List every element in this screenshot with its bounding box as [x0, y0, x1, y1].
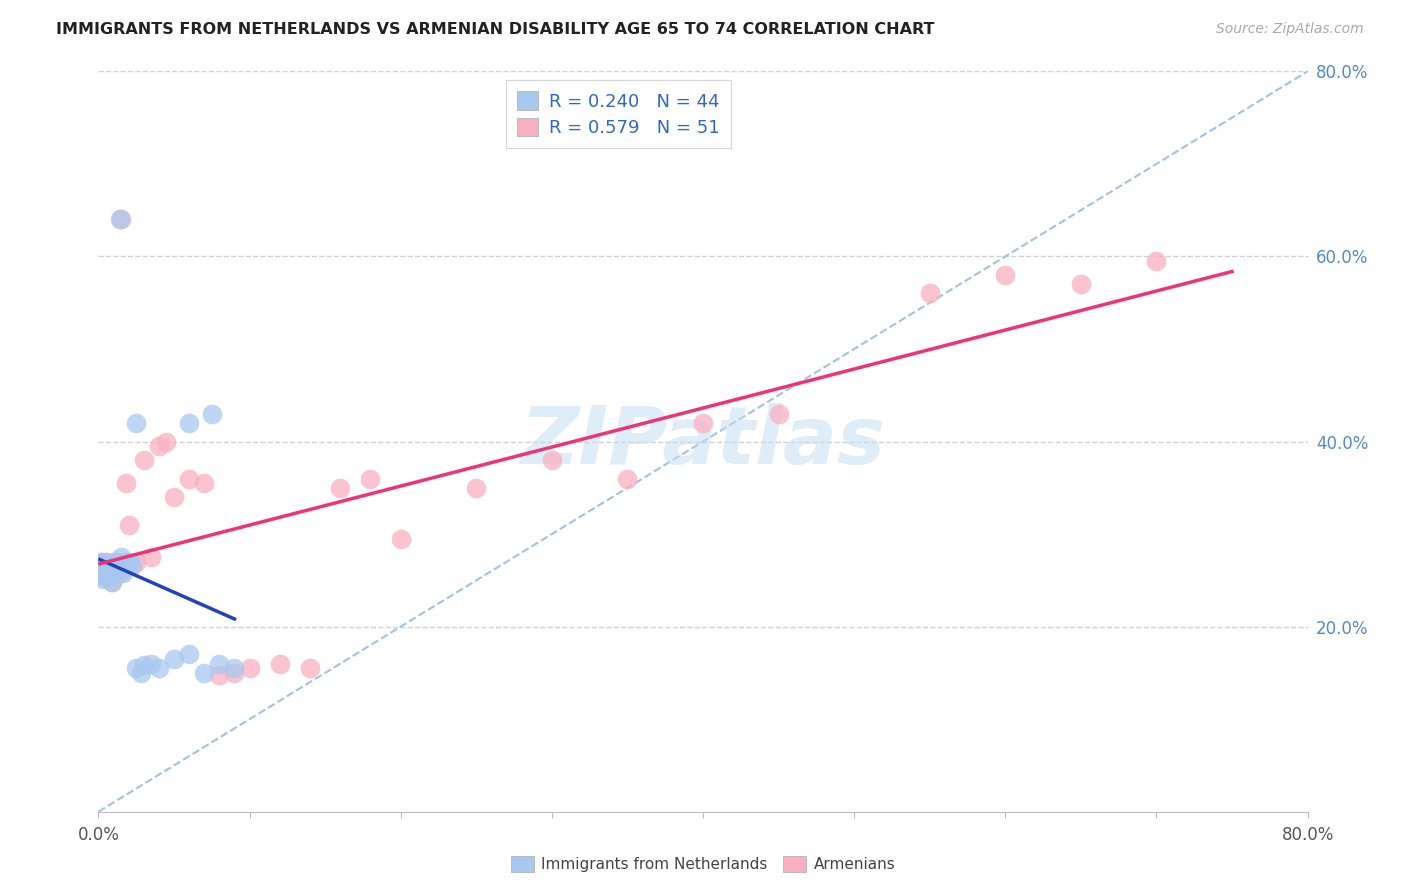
Point [208, 657, 231, 671]
Point [163, 652, 186, 666]
Point [103, 555, 125, 569]
Point [179, 416, 201, 430]
Point [89, 559, 111, 574]
Point [201, 407, 224, 421]
Point [105, 562, 128, 576]
Point [1144, 254, 1167, 268]
Point [94, 568, 117, 582]
Point [125, 555, 148, 569]
Point [692, 416, 714, 430]
Point [90, 562, 112, 576]
Point [103, 559, 125, 574]
Point [141, 550, 163, 565]
Point [239, 661, 262, 675]
Point [179, 472, 201, 486]
Point [100, 564, 122, 578]
Point [111, 566, 134, 580]
Point [100, 559, 122, 574]
Point [91, 559, 114, 574]
Point [121, 557, 143, 571]
Point [125, 661, 148, 675]
Point [148, 439, 170, 453]
Point [155, 434, 177, 449]
Point [193, 476, 215, 491]
Point [98, 568, 121, 582]
Point [96, 566, 118, 580]
Point [132, 658, 155, 673]
Text: ZIPatlas: ZIPatlas [520, 402, 886, 481]
Point [110, 550, 132, 565]
Point [107, 559, 129, 574]
Point [101, 575, 124, 590]
Point [132, 453, 155, 467]
Point [114, 476, 136, 491]
Point [540, 453, 562, 467]
Point [148, 661, 170, 675]
Point [107, 566, 129, 580]
Point [208, 667, 231, 681]
Point [269, 657, 291, 671]
Point [96, 566, 118, 580]
Point [994, 268, 1017, 282]
Point [94, 555, 117, 569]
Point [108, 559, 131, 574]
Point [360, 472, 382, 486]
Point [111, 555, 134, 569]
Point [90, 555, 112, 569]
Point [90, 555, 112, 569]
Point [98, 557, 121, 571]
Legend: Immigrants from Netherlands, Armenians: Immigrants from Netherlands, Armenians [505, 850, 901, 878]
Point [91, 572, 114, 586]
Point [89, 564, 111, 578]
Point [110, 557, 132, 571]
Point [90, 566, 112, 580]
Point [114, 559, 136, 574]
Point [89, 557, 111, 571]
Text: Source: ZipAtlas.com: Source: ZipAtlas.com [1216, 22, 1364, 37]
Point [118, 517, 141, 532]
Point [110, 212, 132, 227]
Point [141, 657, 163, 671]
Point [163, 490, 186, 504]
Point [104, 566, 127, 580]
Point [101, 575, 124, 590]
Point [118, 555, 141, 569]
Point [179, 648, 201, 662]
Point [918, 286, 941, 301]
Point [224, 661, 246, 675]
Point [299, 661, 322, 675]
Point [90, 568, 112, 582]
Point [1070, 277, 1092, 292]
Point [100, 568, 122, 582]
Point [91, 562, 114, 576]
Point [104, 555, 127, 569]
Point [93, 559, 115, 574]
Point [616, 472, 638, 486]
Point [108, 212, 131, 227]
Point [121, 559, 143, 574]
Point [465, 481, 488, 495]
Point [105, 562, 128, 576]
Point [93, 566, 115, 580]
Point [91, 557, 114, 571]
Point [103, 566, 125, 580]
Point [96, 564, 118, 578]
Point [93, 566, 115, 580]
Point [389, 532, 412, 546]
Text: IMMIGRANTS FROM NETHERLANDS VS ARMENIAN DISABILITY AGE 65 TO 74 CORRELATION CHAR: IMMIGRANTS FROM NETHERLANDS VS ARMENIAN … [56, 22, 935, 37]
Point [94, 564, 117, 578]
Point [768, 407, 790, 421]
Point [94, 555, 117, 569]
Point [329, 481, 352, 495]
Point [193, 665, 215, 680]
Point [224, 665, 246, 680]
Point [100, 557, 122, 571]
Point [129, 665, 152, 680]
Point [96, 562, 118, 576]
Point [91, 568, 114, 582]
Point [108, 566, 131, 580]
Point [98, 562, 121, 576]
Point [89, 564, 111, 578]
Point [125, 416, 148, 430]
